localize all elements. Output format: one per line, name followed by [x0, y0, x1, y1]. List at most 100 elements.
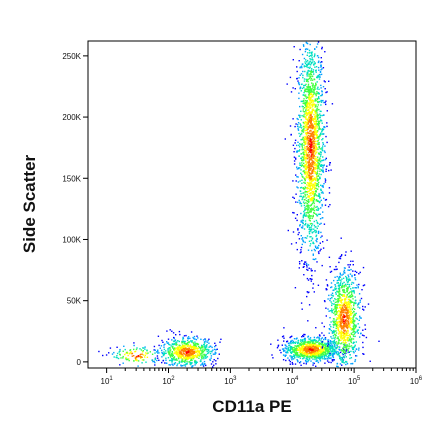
event-point — [301, 221, 304, 223]
event-point — [349, 312, 352, 314]
event-point — [304, 171, 306, 173]
event-point — [307, 347, 310, 349]
event-point — [317, 148, 319, 151]
event-point — [172, 358, 175, 360]
event-point — [323, 114, 325, 116]
event-point — [299, 114, 301, 117]
event-point — [299, 187, 302, 189]
event-point — [364, 306, 366, 308]
event-point — [348, 276, 350, 278]
event-point — [315, 187, 317, 190]
event-point — [202, 346, 204, 348]
event-point — [292, 180, 294, 182]
event-point — [313, 91, 315, 94]
event-point — [282, 348, 285, 350]
event-point — [303, 125, 305, 128]
event-point — [339, 324, 341, 326]
event-point — [311, 110, 314, 112]
event-point — [315, 66, 318, 68]
event-point — [179, 350, 181, 352]
event-point — [320, 188, 322, 190]
event-point — [277, 345, 279, 347]
event-point — [189, 363, 191, 365]
event-point — [345, 315, 347, 317]
event-point — [195, 343, 198, 345]
event-point — [284, 354, 286, 356]
event-point — [312, 170, 314, 173]
event-point — [301, 142, 303, 145]
event-point — [345, 314, 348, 316]
event-point — [325, 100, 327, 102]
event-point — [304, 125, 307, 127]
event-point — [318, 358, 321, 360]
event-point — [316, 341, 319, 343]
event-point — [316, 147, 318, 149]
event-point — [312, 105, 314, 107]
event-point — [303, 351, 306, 354]
event-point — [180, 352, 183, 354]
event-point — [202, 339, 205, 341]
event-point — [359, 336, 361, 338]
event-point — [297, 229, 299, 231]
event-point — [316, 43, 319, 45]
event-point — [305, 191, 308, 193]
event-point — [315, 148, 317, 150]
event-point — [185, 357, 187, 360]
event-point — [317, 117, 319, 119]
event-point — [312, 254, 314, 256]
event-point — [302, 239, 304, 241]
event-point — [290, 243, 293, 245]
event-point — [336, 301, 338, 303]
event-point — [202, 362, 204, 364]
event-point — [342, 351, 345, 354]
event-point — [305, 90, 307, 93]
event-point — [330, 351, 332, 353]
event-point — [318, 88, 320, 90]
event-point — [203, 353, 205, 356]
event-point — [305, 200, 308, 202]
event-point — [324, 354, 326, 357]
event-point — [313, 220, 315, 223]
event-point — [302, 340, 304, 343]
event-point — [334, 298, 336, 300]
event-point — [301, 198, 303, 201]
event-point — [193, 350, 196, 353]
event-point — [294, 352, 296, 354]
event-point — [313, 196, 315, 199]
event-point — [322, 355, 324, 357]
event-point — [307, 356, 309, 358]
event-point — [301, 219, 304, 221]
event-point — [324, 347, 326, 349]
event-point — [302, 159, 304, 162]
event-point — [176, 354, 178, 356]
event-point — [306, 346, 309, 348]
event-point — [169, 355, 171, 357]
event-point — [324, 354, 326, 356]
event-point — [367, 303, 370, 305]
event-point — [303, 188, 305, 190]
event-point — [311, 269, 313, 272]
event-point — [174, 359, 176, 361]
event-point — [293, 197, 295, 199]
event-point — [346, 306, 348, 309]
event-point — [292, 340, 295, 343]
event-point — [301, 147, 304, 149]
event-point — [139, 348, 141, 350]
event-point — [190, 350, 192, 352]
event-point — [345, 312, 348, 315]
event-point — [306, 121, 309, 123]
event-point — [342, 313, 345, 316]
event-point — [141, 359, 144, 361]
event-point — [318, 252, 320, 255]
event-point — [313, 346, 315, 348]
event-point — [310, 112, 312, 114]
event-point — [334, 307, 337, 309]
event-point — [313, 113, 315, 116]
event-point — [313, 86, 315, 88]
event-point — [308, 73, 310, 75]
event-point — [158, 359, 160, 361]
event-point — [340, 327, 343, 330]
event-point — [317, 222, 319, 225]
event-point — [306, 123, 308, 125]
event-point — [301, 159, 303, 161]
